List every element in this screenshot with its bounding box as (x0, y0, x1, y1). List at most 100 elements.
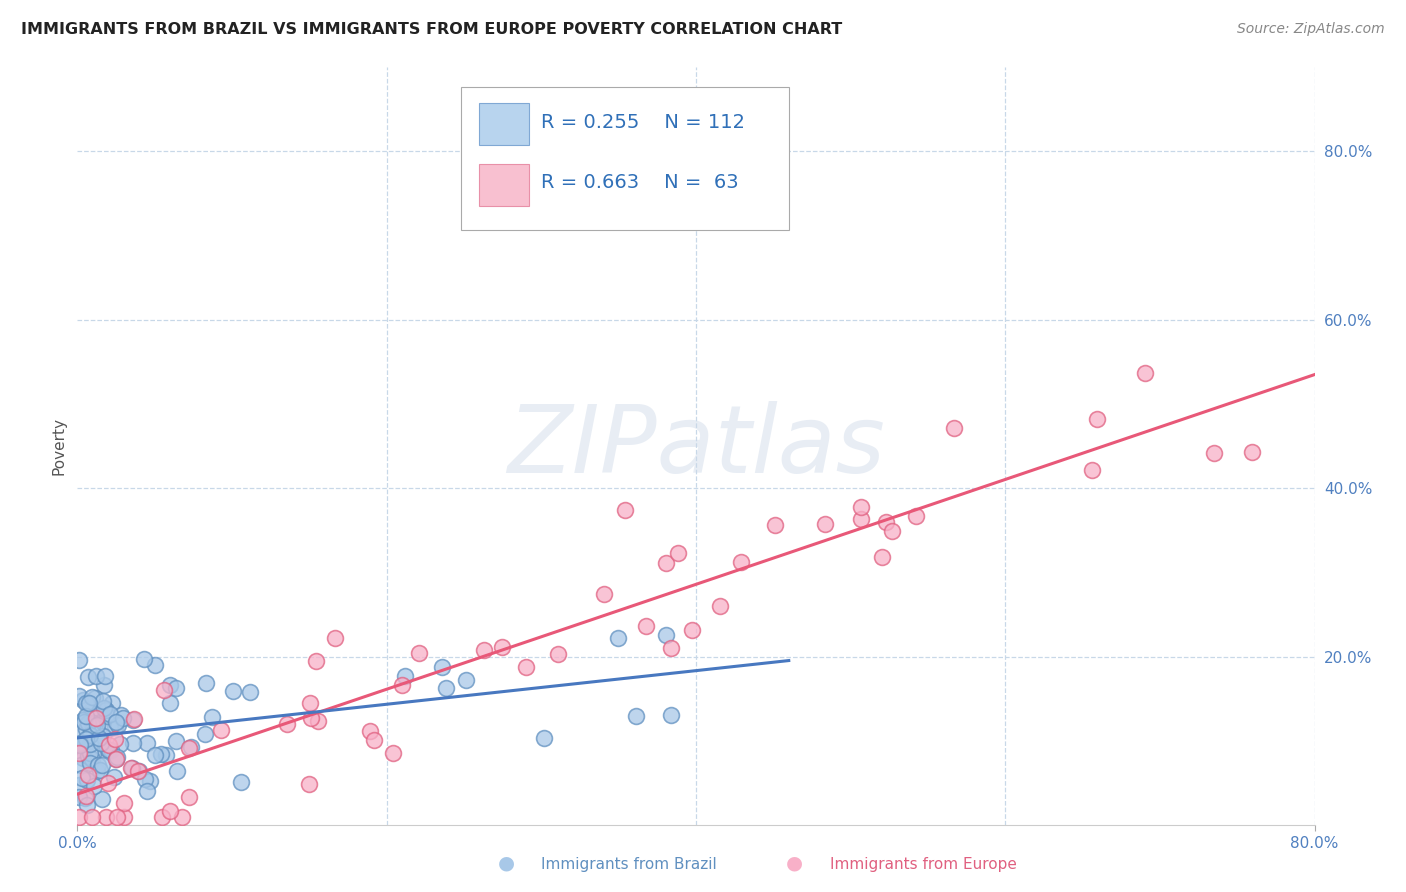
Point (179, 790, 201, 805)
Point (80, 739, 103, 754)
Point (298, 696, 321, 710)
Point (82, 690, 104, 705)
Point (763, 517, 786, 532)
Point (382, 746, 405, 760)
Point (67, 689, 90, 703)
Point (89, 763, 111, 777)
Point (408, 646, 430, 660)
Point (104, 731, 127, 746)
Point (730, 555, 752, 569)
Bar (479, 164, 529, 206)
Point (547, 647, 569, 661)
Point (77, 670, 100, 684)
Point (515, 660, 537, 674)
Point (104, 714, 127, 729)
Point (128, 764, 150, 778)
Point (194, 727, 217, 741)
Point (1133, 366, 1156, 380)
Point (87, 726, 110, 740)
Point (80, 701, 103, 715)
Point (127, 764, 149, 779)
Point (75, 722, 97, 736)
Point (112, 810, 135, 824)
Point (299, 711, 322, 725)
Point (79, 756, 101, 770)
Point (67, 745, 90, 759)
Point (155, 748, 177, 763)
Point (77, 696, 100, 710)
Point (77, 696, 100, 710)
Point (430, 660, 453, 674)
Point (83, 690, 105, 705)
Point (170, 810, 193, 824)
Point (105, 750, 128, 764)
Point (606, 632, 628, 646)
Point (98, 738, 121, 752)
Point (454, 673, 477, 688)
Text: R = 0.255    N = 112: R = 0.255 N = 112 (541, 112, 745, 132)
Point (83, 780, 105, 794)
Point (239, 684, 262, 698)
Point (394, 669, 416, 683)
Point (87, 758, 110, 772)
Point (100, 743, 122, 757)
Point (75, 709, 97, 723)
Point (76, 797, 98, 812)
Point (709, 599, 731, 613)
Point (93, 678, 115, 692)
Point (105, 810, 128, 824)
Point (666, 546, 689, 560)
Point (659, 640, 682, 655)
Point (1080, 463, 1102, 477)
Point (134, 772, 156, 786)
Point (112, 796, 135, 810)
Point (159, 677, 181, 691)
Point (80, 810, 103, 824)
Point (124, 712, 146, 726)
Point (82, 714, 104, 729)
Point (67, 746, 90, 760)
Point (110, 708, 132, 723)
Point (73, 790, 96, 805)
Point (122, 713, 145, 727)
Point (97, 776, 120, 790)
Point (592, 587, 614, 601)
Point (70, 771, 93, 785)
Point (96, 810, 118, 824)
Point (132, 652, 155, 666)
Point (80, 709, 103, 723)
Point (94, 703, 117, 717)
Point (75, 731, 97, 746)
Point (222, 684, 245, 698)
Point (491, 640, 513, 655)
Point (880, 524, 903, 538)
Point (201, 710, 224, 724)
Point (75, 789, 97, 803)
Point (165, 681, 187, 696)
Point (122, 736, 145, 750)
Point (391, 678, 413, 692)
Point (159, 804, 181, 818)
Point (143, 657, 166, 672)
Point (72, 713, 94, 727)
Point (91, 792, 114, 806)
Point (307, 714, 329, 728)
Point (626, 708, 648, 723)
Point (905, 508, 928, 523)
Point (870, 549, 893, 564)
Point (472, 643, 495, 657)
Point (84, 711, 107, 725)
Point (103, 770, 125, 784)
Point (84, 668, 107, 682)
Point (67, 810, 90, 824)
Point (77, 715, 100, 730)
Point (73, 712, 96, 726)
Point (104, 752, 127, 766)
Point (229, 774, 252, 789)
Point (75, 696, 97, 710)
Point (72, 714, 94, 729)
Point (72, 693, 94, 707)
Point (135, 784, 157, 798)
Text: R = 0.663    N =  63: R = 0.663 N = 63 (541, 173, 740, 193)
Y-axis label: Poverty: Poverty (51, 417, 66, 475)
